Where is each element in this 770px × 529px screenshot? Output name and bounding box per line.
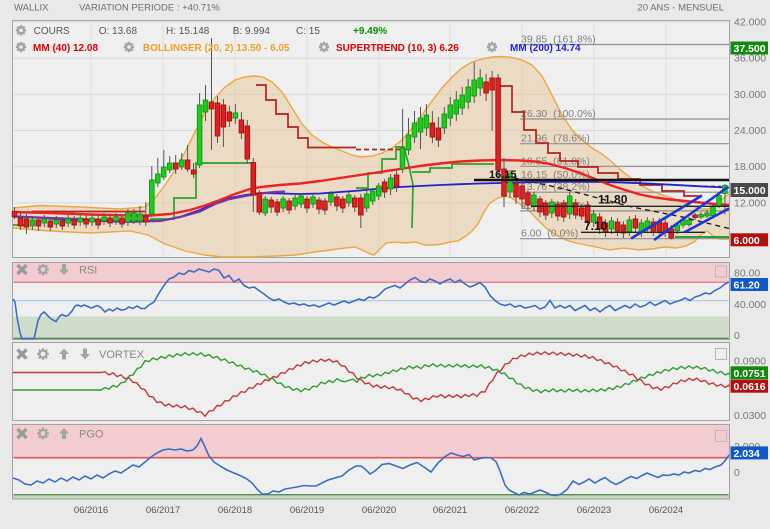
svg-text:21.96 (78.6%): 21.96 (78.6%) [521, 133, 590, 145]
svg-text:80.00: 80.00 [734, 268, 760, 280]
svg-text:0: 0 [734, 330, 740, 342]
svg-text:SUPERTREND (10, 3) 6.26: SUPERTREND (10, 3) 6.26 [336, 43, 459, 54]
svg-text:18.55 (61.8%): 18.55 (61.8%) [521, 155, 590, 167]
svg-text:26.30 (100.0%): 26.30 (100.0%) [521, 108, 596, 120]
svg-text:13.76 (38.2%): 13.76 (38.2%) [521, 181, 590, 193]
svg-text:H: 15.148: H: 15.148 [166, 26, 210, 37]
svg-text:11.80: 11.80 [598, 193, 628, 207]
svg-text:06/2017: 06/2017 [146, 505, 180, 516]
svg-text:6.00 (0.0%): 6.00 (0.0%) [521, 228, 578, 240]
svg-text:+9.49%: +9.49% [353, 26, 387, 37]
svg-text:PGO: PGO [79, 429, 104, 441]
svg-text:16.15: 16.15 [489, 169, 517, 181]
svg-text:BOLLINGER (20, 2) 13.50 - 6.05: BOLLINGER (20, 2) 13.50 - 6.05 [143, 43, 290, 54]
svg-text:7.10: 7.10 [584, 219, 608, 233]
svg-text:37.500: 37.500 [734, 43, 766, 55]
svg-text:30.000: 30.000 [734, 89, 766, 101]
svg-text:06/2022: 06/2022 [505, 505, 539, 516]
svg-text:42.000: 42.000 [734, 17, 766, 29]
svg-text:12.000: 12.000 [734, 197, 766, 209]
svg-text:18.000: 18.000 [734, 161, 766, 173]
svg-text:06/2018: 06/2018 [218, 505, 252, 516]
svg-text:24.000: 24.000 [734, 125, 766, 137]
svg-text:WALLIX: WALLIX [14, 3, 49, 14]
svg-text:0.0616: 0.0616 [734, 381, 766, 393]
svg-text:2.034: 2.034 [734, 448, 760, 460]
svg-text:COURS: COURS [34, 26, 70, 37]
svg-text:VORTEX: VORTEX [99, 349, 145, 361]
svg-text:0.0300: 0.0300 [734, 410, 766, 422]
svg-text:6.000: 6.000 [734, 235, 760, 247]
svg-text:40.000: 40.000 [734, 299, 766, 311]
svg-text:0: 0 [734, 467, 740, 479]
svg-text:MM (40) 12.08: MM (40) 12.08 [33, 43, 98, 54]
svg-text:16.15 (50.0%): 16.15 (50.0%) [521, 169, 590, 181]
svg-text:VARIATION PERIODE : +40.71%: VARIATION PERIODE : +40.71% [79, 3, 220, 14]
svg-text:C: 15: C: 15 [296, 26, 320, 37]
svg-text:0.0900: 0.0900 [734, 356, 766, 368]
svg-text:B: 9.994: B: 9.994 [233, 26, 271, 37]
svg-text:06/2016: 06/2016 [74, 505, 108, 516]
svg-text:06/2024: 06/2024 [649, 505, 683, 516]
svg-text:06/2021: 06/2021 [433, 505, 467, 516]
svg-text:MM (200) 14.74: MM (200) 14.74 [510, 43, 581, 54]
svg-text:36.000: 36.000 [734, 53, 766, 65]
svg-text:20 ANS - MENSUEL: 20 ANS - MENSUEL [637, 3, 724, 14]
svg-text:61.20: 61.20 [734, 280, 760, 292]
svg-text:15.000: 15.000 [734, 185, 766, 197]
svg-text:06/2023: 06/2023 [577, 505, 611, 516]
svg-text:0.0751: 0.0751 [734, 368, 766, 380]
svg-text:39.85 (161.8%): 39.85 (161.8%) [521, 34, 596, 46]
svg-text:06/2020: 06/2020 [362, 505, 396, 516]
svg-text:O: 13.68: O: 13.68 [99, 26, 138, 37]
svg-text:06/2019: 06/2019 [290, 505, 324, 516]
svg-text:RSI: RSI [79, 265, 97, 277]
